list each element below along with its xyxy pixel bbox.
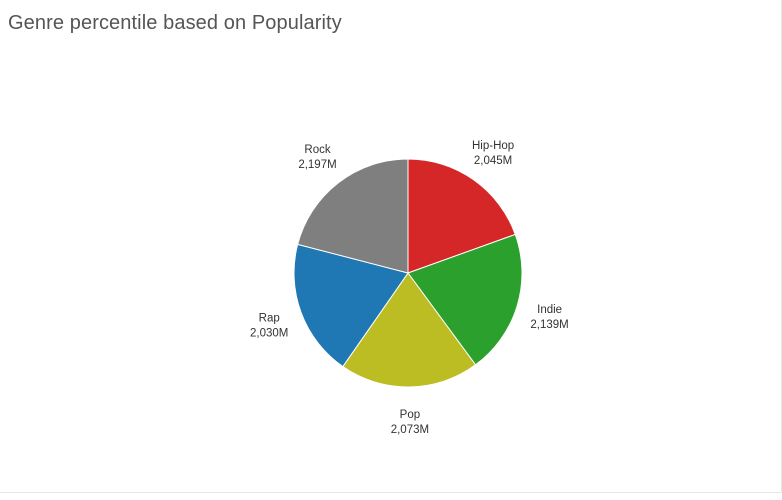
pie-slice-indie[interactable] (407, 233, 523, 366)
chart-title: Genre percentile based on Popularity (8, 12, 342, 34)
pie-slice-rock[interactable] (297, 158, 409, 274)
pie-label-value-indie: 2,139M (530, 319, 568, 331)
pie-label-value-hip-hop: 2,045M (474, 155, 512, 167)
pie-label-value-rap: 2,030M (250, 327, 288, 339)
pie-slice-rap[interactable] (293, 243, 409, 368)
pie-label-name-indie: Indie (537, 304, 562, 316)
pie-label-name-rock: Rock (304, 144, 330, 156)
pie-label-value-rock: 2,197M (298, 159, 336, 171)
pie-labels: Hip-Hop 2,045M Indie 2,139M Pop 2,073M Rap 2,03… (250, 140, 569, 436)
pie-label-name-pop: Pop (400, 409, 420, 421)
pie-label-value-pop: 2,073M (391, 424, 429, 436)
frame-bottom-border (0, 492, 782, 493)
pie-slices (293, 158, 523, 388)
pie-label-name-rap: Rap (259, 312, 280, 324)
pie-slice-pop[interactable] (342, 272, 477, 388)
pie-slice-hip-hop[interactable] (407, 158, 516, 274)
pie-label-name-hip-hop: Hip-Hop (472, 140, 514, 152)
